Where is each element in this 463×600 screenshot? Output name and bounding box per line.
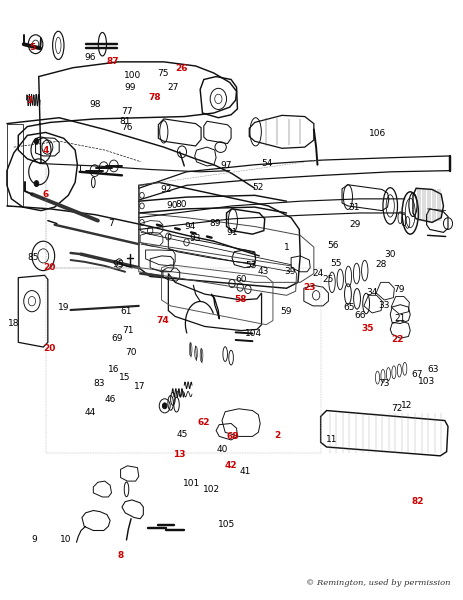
Text: 56: 56 [326, 241, 338, 250]
Text: 80: 80 [175, 200, 187, 209]
Text: 19: 19 [58, 302, 69, 311]
Text: 5: 5 [29, 43, 35, 52]
Text: 61: 61 [120, 307, 132, 316]
Text: 65: 65 [343, 302, 354, 311]
Text: 63: 63 [426, 365, 438, 374]
Text: 11: 11 [325, 435, 337, 444]
Text: 96: 96 [84, 53, 96, 62]
Text: 8: 8 [117, 551, 124, 560]
Text: 102: 102 [202, 485, 219, 494]
Text: 41: 41 [239, 467, 251, 476]
Text: 67: 67 [411, 370, 422, 379]
Text: 75: 75 [157, 69, 168, 78]
Text: 24: 24 [311, 269, 322, 278]
Text: 10: 10 [60, 535, 72, 544]
Text: 62: 62 [197, 418, 210, 427]
Circle shape [34, 138, 39, 144]
Text: 60: 60 [235, 275, 246, 284]
Text: 45: 45 [176, 430, 187, 439]
Text: 87: 87 [106, 58, 119, 67]
Text: 42: 42 [224, 461, 237, 470]
Text: 104: 104 [245, 329, 262, 338]
Text: 43: 43 [257, 267, 268, 276]
Text: 68: 68 [226, 432, 238, 441]
Circle shape [34, 181, 39, 187]
Text: 17: 17 [134, 382, 145, 391]
Text: 46: 46 [104, 395, 116, 404]
Text: 92: 92 [160, 185, 171, 194]
Text: 81: 81 [119, 118, 131, 127]
Text: 6: 6 [42, 190, 49, 199]
Text: 30: 30 [384, 250, 395, 259]
Text: 106: 106 [368, 129, 385, 138]
Text: 25: 25 [322, 275, 333, 284]
Text: 66: 66 [354, 311, 365, 320]
Text: 83: 83 [93, 379, 105, 388]
Text: 72: 72 [390, 404, 401, 413]
Text: 12: 12 [400, 401, 412, 410]
Text: 20: 20 [43, 263, 55, 272]
Text: 39: 39 [284, 267, 295, 276]
Text: 28: 28 [375, 260, 386, 269]
Text: 1: 1 [283, 242, 289, 251]
Text: 78: 78 [148, 92, 161, 101]
Text: 40: 40 [216, 445, 227, 454]
Text: 3: 3 [26, 95, 33, 104]
Circle shape [162, 403, 167, 409]
Text: 26: 26 [175, 64, 188, 73]
Text: 58: 58 [233, 295, 246, 304]
Text: 97: 97 [220, 161, 232, 170]
Text: 93: 93 [188, 234, 200, 243]
Text: 23: 23 [302, 283, 315, 292]
Text: 73: 73 [378, 379, 389, 388]
Text: 21: 21 [394, 314, 405, 323]
Text: 89: 89 [208, 219, 220, 228]
Text: 2: 2 [274, 431, 280, 440]
Text: 79: 79 [393, 285, 404, 294]
Text: 52: 52 [252, 182, 263, 191]
Text: 27: 27 [167, 83, 178, 92]
Text: 15: 15 [119, 373, 131, 382]
Text: 85: 85 [27, 253, 38, 262]
Text: 100: 100 [124, 71, 141, 80]
Text: 82: 82 [410, 497, 423, 506]
Text: 59: 59 [279, 307, 291, 316]
Text: 7: 7 [108, 219, 114, 228]
Text: 101: 101 [183, 479, 200, 488]
Text: 9: 9 [31, 535, 37, 544]
Text: 90: 90 [166, 202, 177, 211]
Text: © Remington, used by permission: © Remington, used by permission [305, 579, 449, 587]
Text: 22: 22 [391, 335, 403, 344]
Text: 54: 54 [261, 159, 273, 168]
Text: 55: 55 [329, 259, 341, 268]
Text: 99: 99 [124, 83, 135, 92]
Text: 20: 20 [43, 344, 55, 353]
Text: 91: 91 [226, 228, 237, 237]
Text: 74: 74 [156, 316, 169, 325]
Text: 29: 29 [348, 220, 360, 229]
Text: 16: 16 [108, 365, 119, 374]
Text: 34: 34 [366, 288, 377, 297]
Text: 35: 35 [361, 324, 373, 333]
Text: 33: 33 [378, 301, 389, 310]
Text: 31: 31 [347, 203, 359, 212]
Text: 71: 71 [122, 326, 134, 335]
Text: 94: 94 [184, 222, 195, 231]
Text: 103: 103 [417, 377, 434, 386]
Text: 77: 77 [120, 107, 132, 116]
Text: 95: 95 [113, 260, 124, 269]
Text: 76: 76 [121, 123, 133, 132]
Text: 18: 18 [8, 319, 19, 328]
Text: 69: 69 [112, 334, 123, 343]
Text: 105: 105 [218, 520, 235, 529]
Text: 70: 70 [125, 349, 137, 358]
Text: 13: 13 [173, 449, 186, 458]
Text: 44: 44 [84, 409, 95, 418]
Text: 4: 4 [42, 146, 49, 155]
Text: 53: 53 [245, 262, 257, 271]
Text: 98: 98 [90, 100, 101, 109]
